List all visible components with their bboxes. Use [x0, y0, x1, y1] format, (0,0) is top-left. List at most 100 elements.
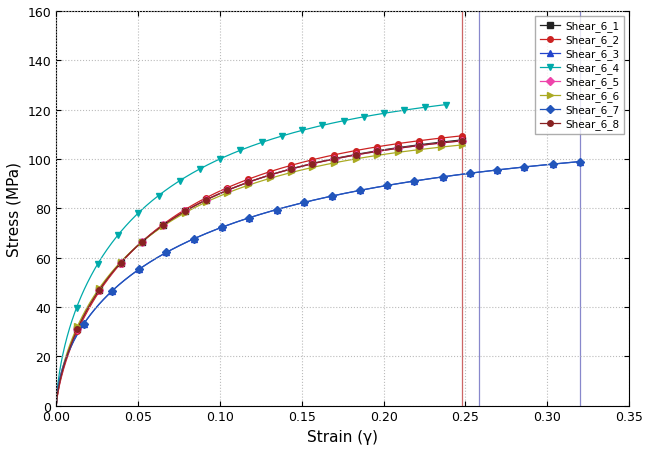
Shear_6_1: [138, 240, 146, 245]
Shear_6_3: [162, 250, 170, 256]
Shear_6_2: [244, 177, 252, 183]
Shear_6_5: [330, 157, 337, 162]
Shear_6_4: [400, 108, 408, 114]
Shear_6_1: [352, 152, 359, 158]
Shear_6_5: [244, 180, 252, 185]
Shear_6_1: [159, 223, 166, 229]
Shear_6_8: [159, 223, 166, 229]
Shear_6_8: [437, 141, 445, 147]
Shear_6_4: [73, 305, 81, 311]
Shear_6_5: [202, 198, 210, 203]
Shear_6_6: [159, 224, 166, 230]
Shear_6_4: [278, 134, 286, 139]
Shear_6_5: [266, 173, 274, 178]
Legend: Shear_6_1, Shear_6_2, Shear_6_3, Shear_6_4, Shear_6_5, Shear_6_6, Shear_6_7, She: Shear_6_1, Shear_6_2, Shear_6_3, Shear_6…: [536, 17, 624, 134]
Shear_6_7: [466, 171, 474, 177]
Shear_6_1: [73, 327, 81, 332]
Shear_6_3: [383, 184, 391, 189]
Shear_6_8: [373, 149, 381, 155]
Shear_6_5: [159, 223, 166, 229]
Line: Shear_6_4: Shear_6_4: [73, 102, 449, 312]
Shear_6_8: [223, 189, 231, 194]
Shear_6_3: [190, 237, 198, 242]
Shear_6_4: [216, 157, 224, 162]
X-axis label: Strain (γ): Strain (γ): [307, 429, 378, 444]
Shear_6_4: [176, 179, 183, 184]
Shear_6_1: [202, 198, 210, 203]
Shear_6_6: [138, 240, 146, 245]
Shear_6_2: [73, 329, 81, 335]
Shear_6_5: [309, 161, 317, 167]
Shear_6_7: [383, 184, 391, 189]
Shear_6_3: [356, 189, 363, 194]
Shear_6_3: [466, 171, 474, 177]
Shear_6_2: [138, 240, 146, 245]
Shear_6_8: [415, 143, 423, 149]
Shear_6_7: [356, 189, 363, 194]
Shear_6_1: [437, 140, 445, 146]
Shear_6_6: [394, 150, 402, 156]
Shear_6_5: [223, 189, 231, 194]
Shear_6_6: [266, 176, 274, 182]
Shear_6_5: [96, 288, 103, 293]
Shear_6_3: [521, 165, 528, 170]
Shear_6_5: [138, 240, 146, 245]
Shear_6_8: [394, 146, 402, 152]
Shear_6_3: [80, 322, 88, 327]
Shear_6_3: [135, 267, 143, 272]
Shear_6_1: [223, 188, 231, 193]
Shear_6_6: [116, 260, 124, 265]
Shear_6_6: [309, 166, 317, 171]
Line: Shear_6_7: Shear_6_7: [81, 160, 583, 327]
Shear_6_5: [437, 141, 445, 147]
Line: Shear_6_1: Shear_6_1: [75, 138, 465, 332]
Shear_6_2: [287, 163, 295, 169]
Shear_6_6: [244, 183, 252, 189]
Y-axis label: Stress (MPa): Stress (MPa): [7, 161, 22, 256]
Shear_6_2: [437, 136, 445, 142]
Shear_6_8: [138, 240, 146, 245]
Shear_6_6: [223, 191, 231, 196]
Shear_6_3: [328, 194, 336, 199]
Shear_6_8: [202, 198, 210, 203]
Shear_6_5: [458, 139, 466, 144]
Shear_6_3: [410, 179, 418, 184]
Shear_6_7: [218, 225, 226, 230]
Shear_6_4: [442, 103, 450, 108]
Shear_6_4: [318, 123, 326, 129]
Shear_6_5: [394, 146, 402, 152]
Shear_6_6: [330, 161, 337, 166]
Shear_6_7: [135, 267, 143, 272]
Line: Shear_6_6: Shear_6_6: [75, 143, 465, 330]
Shear_6_7: [162, 250, 170, 256]
Shear_6_2: [223, 186, 231, 191]
Shear_6_8: [116, 261, 124, 266]
Line: Shear_6_2: Shear_6_2: [75, 134, 465, 335]
Shear_6_8: [181, 209, 188, 215]
Shear_6_4: [196, 167, 204, 172]
Shear_6_7: [493, 168, 501, 173]
Shear_6_6: [73, 324, 81, 329]
Shear_6_3: [493, 168, 501, 173]
Shear_6_2: [352, 148, 359, 154]
Shear_6_4: [360, 115, 368, 120]
Shear_6_7: [246, 216, 254, 221]
Shear_6_1: [287, 167, 295, 172]
Shear_6_7: [521, 165, 528, 170]
Shear_6_8: [330, 157, 337, 162]
Shear_6_4: [237, 148, 244, 154]
Shear_6_8: [458, 139, 466, 144]
Shear_6_2: [181, 207, 188, 213]
Shear_6_6: [373, 153, 381, 159]
Shear_6_2: [266, 170, 274, 175]
Shear_6_7: [80, 322, 88, 327]
Shear_6_3: [246, 216, 254, 221]
Shear_6_7: [576, 160, 584, 165]
Shear_6_8: [96, 288, 103, 293]
Shear_6_5: [181, 209, 188, 215]
Shear_6_2: [373, 145, 381, 150]
Shear_6_8: [352, 153, 359, 158]
Shear_6_2: [458, 134, 466, 139]
Shear_6_7: [273, 207, 281, 213]
Shear_6_4: [94, 262, 101, 267]
